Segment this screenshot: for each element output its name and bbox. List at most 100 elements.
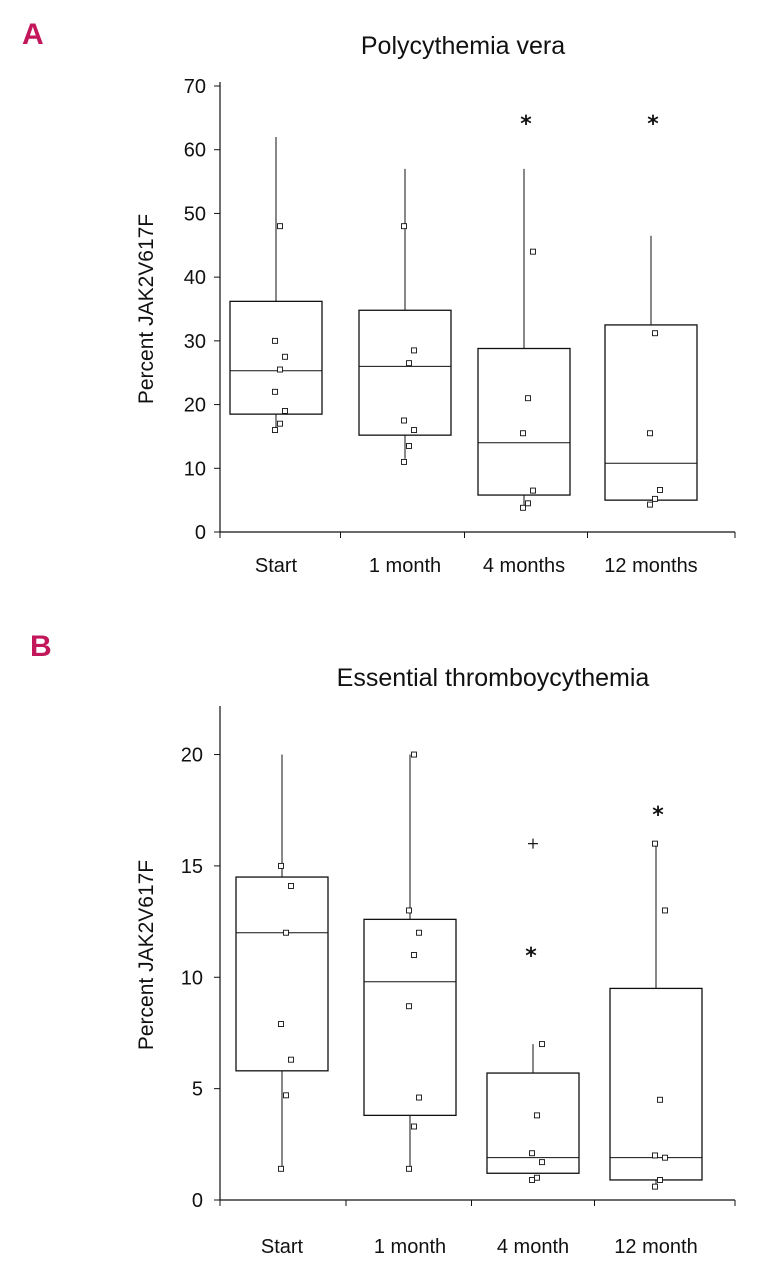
panel-b-data-point bbox=[288, 883, 294, 889]
panel-a-iqr-box bbox=[477, 347, 571, 496]
panel-a-data-point bbox=[647, 430, 653, 437]
panel-a-title: Polycythemia vera bbox=[361, 32, 565, 60]
panel-b-data-point bbox=[529, 1177, 535, 1183]
panel-a-significance-star: * bbox=[647, 112, 659, 137]
panel-b-data-point bbox=[416, 929, 422, 936]
panel-b-data-point bbox=[406, 1165, 412, 1172]
panel-a-data-point bbox=[406, 360, 412, 367]
panel-a-data-point bbox=[657, 486, 663, 493]
panel-b-data-point bbox=[539, 1159, 545, 1166]
panel-a-data-point bbox=[277, 223, 283, 230]
panel-b-data-point bbox=[283, 929, 289, 936]
panel-b-y-tick-label: 0 bbox=[192, 1190, 203, 1212]
panel-b-data-point bbox=[406, 1003, 412, 1010]
panel-a-data-point bbox=[406, 443, 412, 449]
panel-a-data-point bbox=[530, 248, 536, 255]
panel-b-data-point bbox=[652, 1152, 658, 1159]
panel-b-data-point bbox=[652, 1183, 658, 1190]
panel-b-y-tick-label: 5 bbox=[192, 1079, 203, 1101]
panel-a-data-point bbox=[282, 353, 288, 360]
panel-a-data-point bbox=[520, 504, 526, 511]
panel-a-significance-star: * bbox=[520, 112, 532, 137]
panel-b-data-point bbox=[411, 751, 417, 758]
panel-b-y-tick-label: 20 bbox=[181, 745, 203, 767]
panel-b-data-point bbox=[416, 1094, 422, 1101]
panel-a-box-1 bbox=[229, 136, 323, 434]
panel-b-iqr-box bbox=[609, 987, 703, 1181]
panel-b-data-point bbox=[657, 1096, 663, 1103]
panel-a-data-point bbox=[277, 420, 283, 427]
panel-a-data-point bbox=[525, 395, 531, 402]
panel-a-box-2 bbox=[358, 168, 452, 465]
panel-a-box-4 bbox=[604, 235, 698, 508]
panel-a-data-point bbox=[272, 427, 278, 434]
panel-b-data-point bbox=[278, 862, 284, 869]
panel-a-y-tick-label: 30 bbox=[184, 331, 206, 353]
panel-a-data-point bbox=[520, 430, 526, 437]
panel-a-data-point bbox=[282, 407, 288, 414]
panel-a-category-label: Start bbox=[255, 555, 298, 577]
panel-b-data-point bbox=[288, 1056, 294, 1063]
panel-a-y-tick-label: 0 bbox=[195, 522, 206, 544]
panel-b-letter: B bbox=[30, 630, 52, 663]
panel-b-data-point bbox=[534, 1112, 540, 1119]
panel-b-title: Essential thromboycythemia bbox=[337, 664, 650, 692]
panel-b-iqr-box bbox=[486, 1072, 580, 1174]
panel-b-data-point bbox=[278, 1021, 284, 1027]
panel-b-box-1 bbox=[235, 754, 329, 1172]
panel-b-category-label: 12 month bbox=[614, 1236, 697, 1258]
panel-a-category-label: 4 months bbox=[483, 555, 565, 577]
panel-a-data-point bbox=[401, 223, 407, 230]
panel-b-data-point bbox=[411, 1123, 417, 1130]
panel-b-iqr-box bbox=[363, 918, 457, 1117]
panel-a-y-axis-label: Percent JAK2V617F bbox=[135, 214, 158, 404]
panel-a-data-point bbox=[272, 388, 278, 395]
panel-b-box-4 bbox=[609, 840, 703, 1190]
panel-b-category-label: Start bbox=[261, 1236, 304, 1258]
panel-a-box-3 bbox=[477, 168, 571, 511]
panel-b-category-label: 1 month bbox=[374, 1236, 446, 1258]
panel-a-data-point bbox=[401, 417, 407, 424]
panel-a-data-point bbox=[272, 337, 278, 344]
panel-b-significance-star: * bbox=[652, 803, 664, 828]
panel-b-y-axis-label: Percent JAK2V617F bbox=[135, 860, 158, 1050]
panel-a-data-point bbox=[401, 458, 407, 465]
panel-a-data-point bbox=[525, 500, 531, 507]
panel-b-category-label: 4 month bbox=[497, 1236, 569, 1258]
panel-a-y-tick-label: 70 bbox=[184, 76, 206, 98]
panel-a-y-tick-label: 10 bbox=[184, 458, 206, 480]
panel-b-data-point bbox=[411, 952, 417, 958]
panel-a-data-point bbox=[411, 347, 417, 354]
panel-a-y-tick-label: 20 bbox=[184, 395, 206, 417]
panel-b-y-tick-label: 10 bbox=[181, 967, 203, 989]
panel-a-data-point bbox=[652, 330, 658, 337]
panel-a-iqr-box bbox=[229, 300, 323, 415]
panel-a-letter: A bbox=[22, 18, 44, 51]
panel-a-iqr-box bbox=[358, 309, 452, 436]
panel-b-data-point bbox=[652, 840, 658, 847]
panel-b-data-point bbox=[662, 1154, 668, 1161]
panel-a-y-tick-label: 50 bbox=[184, 203, 206, 225]
panel-b-data-point bbox=[662, 907, 668, 914]
panel-a-data-point bbox=[277, 366, 283, 373]
panel-b-box-3 bbox=[486, 838, 580, 1183]
panel-a-y-tick-label: 40 bbox=[184, 267, 206, 289]
panel-b-data-point bbox=[406, 907, 412, 914]
panel-b-box-2 bbox=[363, 751, 457, 1172]
panel-a-iqr-box bbox=[604, 324, 698, 501]
panel-b-significance-star: * bbox=[525, 944, 537, 969]
panel-b-data-point bbox=[657, 1177, 663, 1183]
panel-b-iqr-box bbox=[235, 876, 329, 1072]
panel-b-data-point bbox=[529, 1150, 535, 1157]
panel-b-data-point bbox=[539, 1041, 545, 1048]
panel-b-y-tick-label: 15 bbox=[181, 856, 203, 878]
panel-a-category-label: 1 month bbox=[369, 555, 441, 577]
panel-a-y-tick-label: 60 bbox=[184, 140, 206, 162]
panel-b-data-point bbox=[283, 1092, 289, 1099]
panel-a-data-point bbox=[411, 427, 417, 434]
panel-b-data-point bbox=[534, 1174, 540, 1181]
panel-a-data-point bbox=[530, 487, 536, 494]
panel-a-data-point bbox=[647, 501, 653, 508]
panel-b-data-point bbox=[278, 1165, 284, 1172]
